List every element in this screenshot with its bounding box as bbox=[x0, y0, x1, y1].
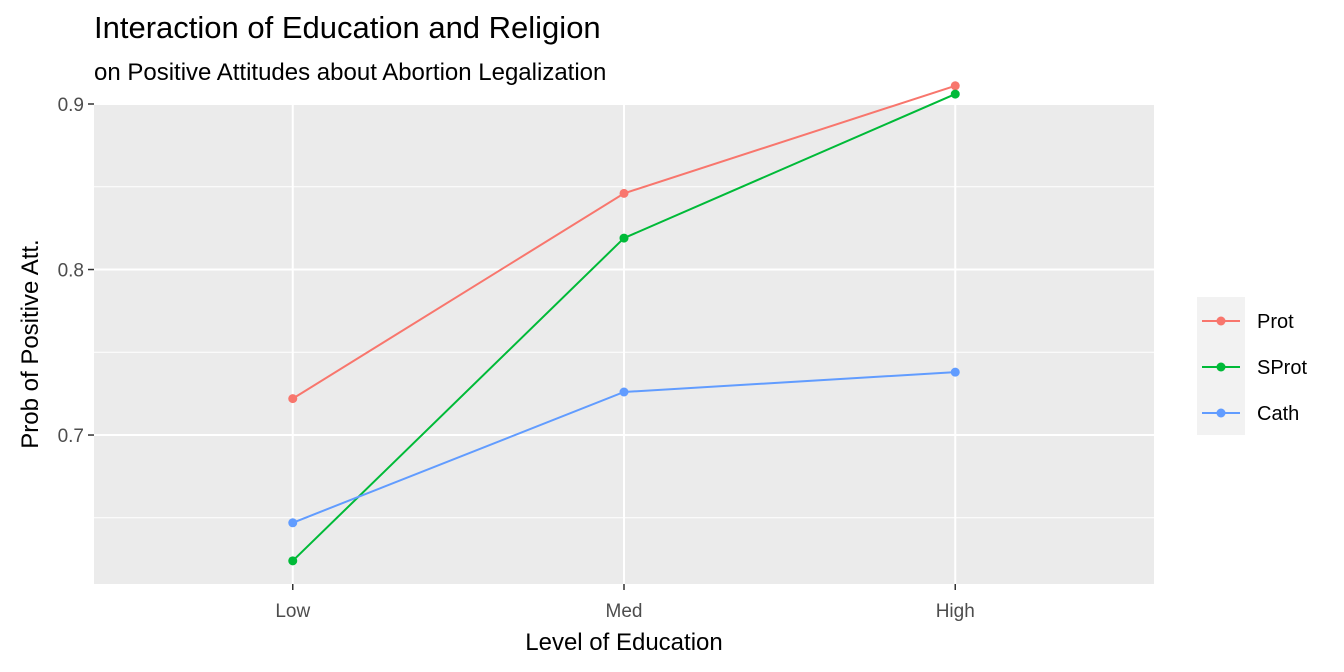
data-point-sprot bbox=[619, 233, 629, 243]
legend-label-prot: Prot bbox=[1257, 311, 1294, 333]
chart-title: Interaction of Education and Religion bbox=[94, 10, 601, 45]
y-tick-label: 0.9 bbox=[58, 95, 84, 116]
legend-label-sprot: SProt bbox=[1257, 357, 1307, 379]
y-axis: 0.7 0.8 0.9 bbox=[58, 95, 94, 447]
legend-key-point bbox=[1216, 316, 1226, 326]
data-point-cath bbox=[619, 387, 629, 397]
data-point-prot bbox=[950, 81, 960, 91]
x-tick-label: Med bbox=[606, 601, 643, 622]
legend: Prot SProt Cath bbox=[1197, 297, 1307, 435]
x-axis: Low Med High bbox=[275, 584, 975, 622]
data-point-cath bbox=[950, 367, 960, 377]
legend-key-point bbox=[1216, 362, 1226, 372]
series-points bbox=[288, 81, 960, 566]
chart-subtitle: on Positive Attitudes about Abortion Leg… bbox=[94, 59, 607, 86]
data-point-sprot bbox=[950, 89, 960, 99]
data-point-prot bbox=[288, 394, 298, 404]
data-point-prot bbox=[619, 188, 629, 198]
x-tick-label: Low bbox=[275, 601, 310, 622]
x-axis-title: Level of Education bbox=[525, 629, 722, 656]
y-axis-title: Prob of Positive Att. bbox=[17, 239, 44, 448]
data-point-cath bbox=[288, 518, 298, 528]
y-tick-label: 0.7 bbox=[58, 426, 84, 447]
x-tick-label: High bbox=[936, 601, 975, 622]
y-tick-label: 0.8 bbox=[58, 261, 84, 282]
data-point-sprot bbox=[288, 556, 298, 566]
legend-key-point bbox=[1216, 408, 1226, 418]
grid-lines bbox=[94, 103, 1154, 584]
legend-label-cath: Cath bbox=[1257, 403, 1299, 425]
